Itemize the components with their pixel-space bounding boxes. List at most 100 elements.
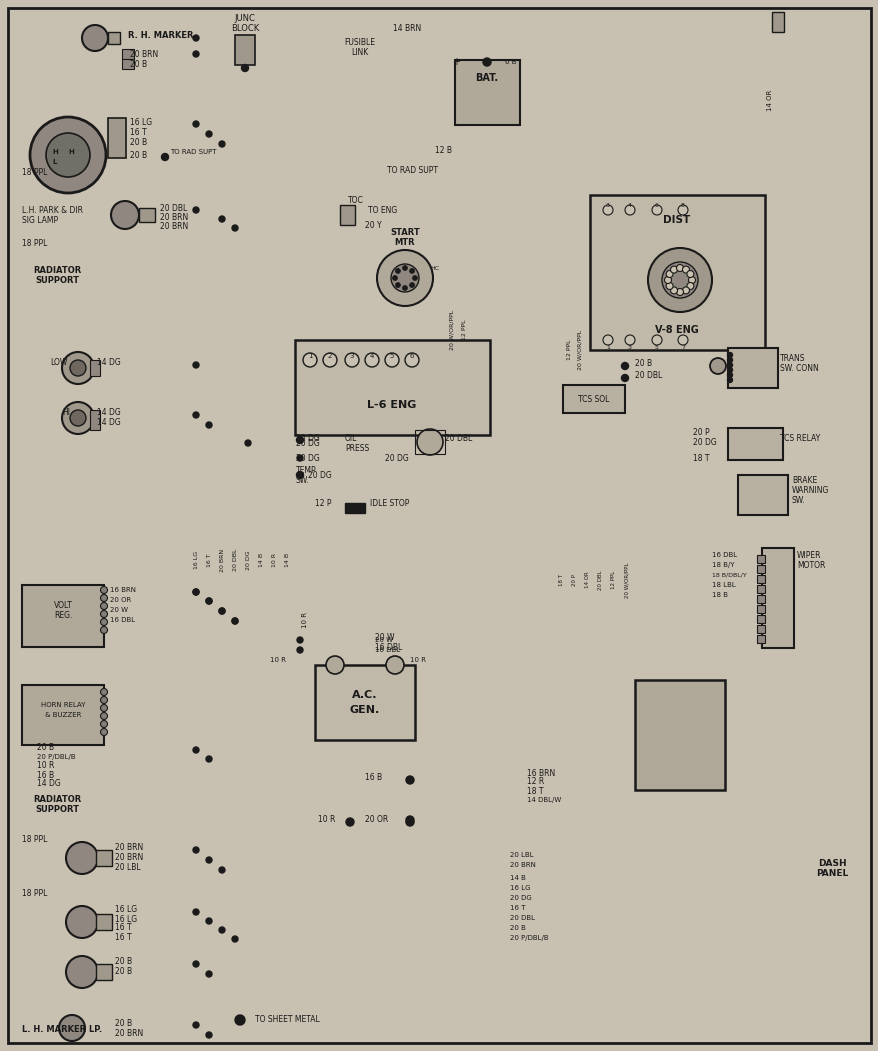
Text: 14 B: 14 B: [509, 875, 525, 881]
Bar: [756, 595, 764, 603]
Text: 20 BRN: 20 BRN: [509, 862, 536, 868]
Text: L: L: [52, 159, 56, 165]
Text: 20 B: 20 B: [115, 1018, 132, 1028]
Circle shape: [602, 205, 612, 215]
Circle shape: [100, 611, 107, 618]
Circle shape: [193, 961, 198, 967]
Circle shape: [385, 353, 399, 367]
Bar: [756, 565, 764, 573]
Text: 16 LG: 16 LG: [194, 551, 199, 569]
Circle shape: [193, 362, 198, 368]
Text: 6: 6: [654, 203, 658, 207]
Circle shape: [241, 64, 248, 71]
Circle shape: [193, 35, 198, 41]
Text: 18 T: 18 T: [527, 786, 543, 796]
Text: 16 LG: 16 LG: [509, 885, 530, 891]
Circle shape: [664, 276, 671, 284]
Circle shape: [219, 607, 225, 614]
Circle shape: [205, 598, 212, 604]
Text: BRAKE: BRAKE: [791, 475, 817, 485]
Text: 20 P/DBL/B: 20 P/DBL/B: [509, 935, 548, 941]
Text: PRESS: PRESS: [344, 444, 369, 453]
Circle shape: [205, 971, 212, 977]
Bar: [727, 428, 782, 460]
Text: & BUZZER: & BUZZER: [45, 712, 81, 718]
Text: 20 DG: 20 DG: [246, 550, 251, 570]
Text: 20 OR: 20 OR: [364, 816, 388, 824]
Text: 20 B: 20 B: [130, 138, 147, 146]
Bar: [340, 205, 355, 225]
Text: 6: 6: [409, 353, 414, 359]
Text: HI: HI: [62, 408, 70, 416]
Text: 20 DG: 20 DG: [509, 895, 531, 901]
Circle shape: [111, 201, 139, 229]
Text: BAT.: BAT.: [475, 73, 498, 83]
Text: IDLE STOP: IDLE STOP: [370, 498, 409, 508]
Text: SW.: SW.: [296, 475, 309, 485]
Circle shape: [326, 656, 343, 674]
Text: 16 BRN: 16 BRN: [110, 588, 136, 593]
Text: 20 DBL: 20 DBL: [634, 371, 661, 379]
Text: 14 B: 14 B: [285, 553, 290, 568]
Bar: [234, 35, 255, 65]
Circle shape: [193, 207, 198, 213]
Circle shape: [66, 956, 97, 988]
Text: 20 P/DBL/B: 20 P/DBL/B: [37, 754, 76, 760]
Circle shape: [296, 436, 303, 444]
Text: 14 OR: 14 OR: [585, 572, 590, 589]
Text: 18 B/Y: 18 B/Y: [711, 562, 734, 568]
Text: 18 T: 18 T: [559, 574, 564, 586]
Text: 20 DBL: 20 DBL: [234, 549, 238, 572]
Bar: [96, 964, 112, 980]
Text: 20 LBL: 20 LBL: [509, 852, 533, 858]
Circle shape: [297, 647, 303, 653]
Text: 20 DG: 20 DG: [296, 438, 320, 448]
Bar: [756, 615, 764, 623]
Bar: [771, 12, 783, 32]
Circle shape: [219, 607, 225, 614]
Text: 20 DG: 20 DG: [307, 471, 331, 479]
Text: 4: 4: [627, 203, 631, 207]
Circle shape: [219, 927, 225, 933]
Circle shape: [193, 412, 198, 418]
Circle shape: [219, 217, 225, 222]
Circle shape: [670, 287, 677, 294]
Text: 12 PPL: 12 PPL: [567, 339, 572, 360]
Bar: [22, 585, 104, 647]
Circle shape: [651, 205, 661, 215]
Text: 16 T: 16 T: [115, 932, 132, 942]
Text: 20 B: 20 B: [634, 358, 651, 368]
Text: 20 BRN: 20 BRN: [160, 222, 188, 230]
Circle shape: [602, 335, 612, 345]
Circle shape: [670, 266, 677, 273]
Circle shape: [709, 358, 725, 374]
Text: 18 LBL: 18 LBL: [711, 582, 735, 588]
Circle shape: [686, 283, 693, 289]
Circle shape: [205, 598, 212, 604]
Text: 20 DG: 20 DG: [385, 453, 408, 462]
Circle shape: [666, 270, 673, 277]
Text: 14 DG: 14 DG: [97, 408, 120, 416]
Circle shape: [193, 589, 198, 595]
Bar: [108, 118, 126, 158]
Text: 12 PPL: 12 PPL: [611, 571, 615, 590]
Circle shape: [409, 268, 414, 273]
Circle shape: [82, 25, 108, 51]
Bar: [90, 410, 100, 430]
Circle shape: [676, 289, 683, 295]
Text: 20 DG: 20 DG: [296, 433, 320, 442]
Text: 16 T: 16 T: [207, 553, 212, 566]
Text: 20 BRN: 20 BRN: [115, 844, 143, 852]
Circle shape: [296, 472, 303, 478]
Bar: [108, 32, 120, 44]
Bar: [122, 49, 133, 59]
Text: 7: 7: [680, 345, 684, 350]
Text: BLOCK: BLOCK: [231, 23, 259, 33]
Text: 18 PPL: 18 PPL: [22, 239, 47, 247]
Circle shape: [100, 713, 107, 720]
Text: 12 R: 12 R: [527, 778, 543, 786]
Circle shape: [205, 756, 212, 762]
Circle shape: [391, 264, 419, 292]
Text: 20 W/OR/PPL: 20 W/OR/PPL: [623, 562, 629, 598]
Circle shape: [100, 595, 107, 601]
